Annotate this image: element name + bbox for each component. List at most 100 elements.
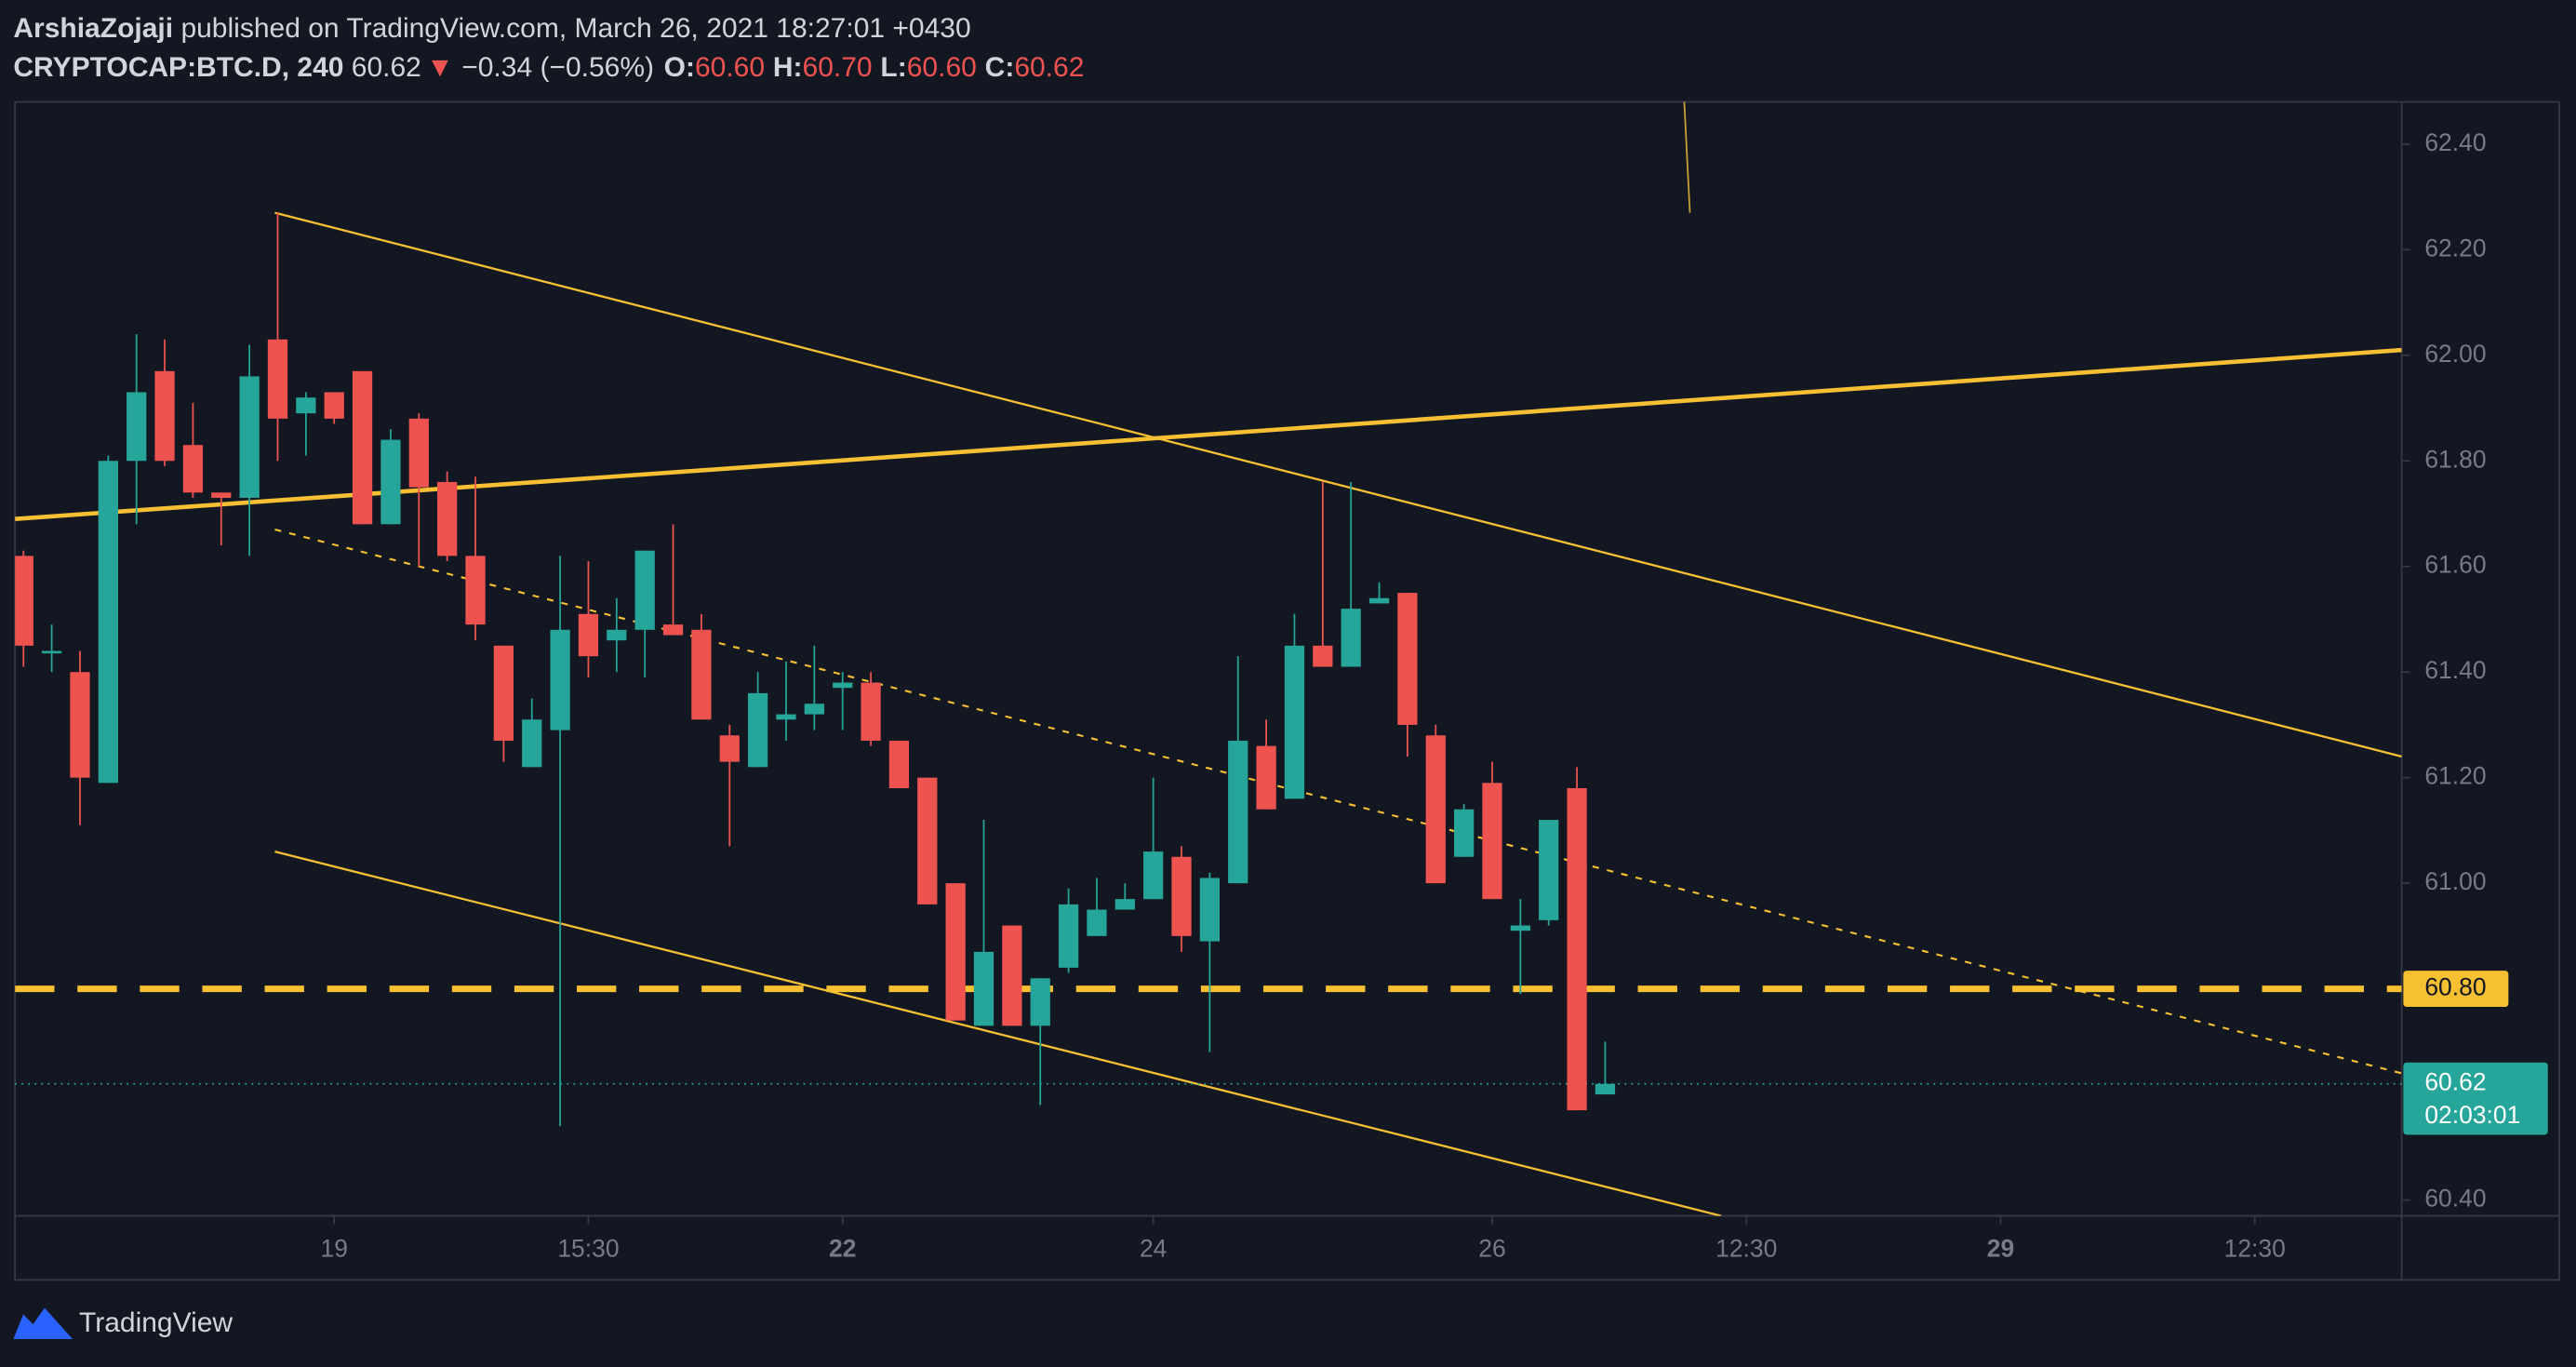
logo: TradingView xyxy=(13,1307,233,1339)
price-label: 60.62 xyxy=(2424,1068,2486,1096)
trendline xyxy=(274,850,1722,1216)
y-tick-label: 61.40 xyxy=(2424,656,2486,684)
candle-body xyxy=(1368,597,1390,604)
candle-body xyxy=(804,704,824,715)
candle-body xyxy=(127,392,147,462)
candle-body xyxy=(1256,745,1276,810)
candle-body xyxy=(380,439,401,525)
candle-body xyxy=(719,735,740,762)
x-tick-label: 12:30 xyxy=(1715,1235,1777,1263)
candle-body xyxy=(1397,593,1418,725)
candle-body xyxy=(408,418,429,488)
y-tick-label: 61.20 xyxy=(2424,762,2486,790)
candle-body xyxy=(1539,820,1559,920)
candle-body xyxy=(888,740,910,789)
candle-body xyxy=(634,550,655,630)
ohlc-label: O: xyxy=(664,52,695,83)
candle-body xyxy=(1341,609,1361,667)
trendline xyxy=(274,211,2402,758)
candle-body xyxy=(662,624,684,636)
ohlc-label: L: xyxy=(880,52,906,83)
candle-body xyxy=(1284,645,1305,799)
ohlc-value: 60.70 xyxy=(803,52,873,83)
symbol: CRYPTOCAP:BTC.D, 240 xyxy=(13,52,343,83)
ohlc-value: 60.60 xyxy=(695,52,765,83)
candle-body xyxy=(1454,809,1475,857)
level-label: 60.80 xyxy=(2424,973,2486,1001)
candle-body xyxy=(296,397,316,414)
candle-body xyxy=(1425,735,1446,884)
candle-body xyxy=(861,682,881,741)
candle-body xyxy=(493,645,514,741)
x-tick-label: 22 xyxy=(829,1235,856,1263)
x-tick-label: 29 xyxy=(1987,1235,2014,1263)
countdown: 02:03:01 xyxy=(2424,1101,2520,1129)
candle-body xyxy=(267,339,288,419)
candle-body xyxy=(747,692,768,768)
candle-body xyxy=(1143,851,1164,900)
change: −0.34 (−0.56%) xyxy=(461,52,654,83)
ohlc-value: 60.62 xyxy=(1014,52,1084,83)
y-tick-label: 62.40 xyxy=(2424,128,2486,156)
y-tick-label: 62.20 xyxy=(2424,234,2486,261)
x-tick-label: 26 xyxy=(1478,1235,1505,1263)
last-price: 60.62 xyxy=(352,52,421,83)
candle-body xyxy=(550,629,570,730)
candle-body xyxy=(973,951,994,1026)
candle-body xyxy=(1567,788,1587,1111)
candle-body xyxy=(15,556,33,646)
candle-body xyxy=(691,629,712,720)
candle-body xyxy=(1313,645,1333,667)
y-tick-label: 62.00 xyxy=(2424,340,2486,368)
candle-body xyxy=(522,719,542,768)
down-arrow: ▼ xyxy=(426,52,454,83)
candle-body xyxy=(1199,878,1221,942)
candle-body xyxy=(1087,909,1107,936)
candle-body xyxy=(945,883,966,1021)
candle-body xyxy=(1114,899,1135,910)
ohlc-label: C: xyxy=(985,52,1015,83)
ohlc-value: 60.60 xyxy=(907,52,977,83)
candle-body xyxy=(465,556,486,625)
candle-body xyxy=(352,370,373,525)
author: ArshiaZojaji xyxy=(13,13,173,44)
candle-body xyxy=(41,650,62,654)
candle-body xyxy=(1510,925,1530,931)
candle-body xyxy=(324,392,344,419)
y-tick-label: 61.80 xyxy=(2424,445,2486,473)
candle-body xyxy=(211,492,232,498)
frame xyxy=(14,101,2560,1281)
candle-body xyxy=(1030,978,1050,1026)
x-tick-label: 15:30 xyxy=(557,1235,619,1263)
candle-body xyxy=(154,370,175,462)
price-label-bg xyxy=(2403,1062,2548,1135)
x-tick-label: 12:30 xyxy=(2224,1235,2286,1263)
candle-body xyxy=(437,481,458,556)
x-tick-label: 24 xyxy=(1140,1235,1167,1263)
candle-body xyxy=(607,629,627,641)
publish-line: ArshiaZojaji published on TradingView.co… xyxy=(13,13,970,44)
candle-body xyxy=(1171,856,1192,936)
ohlc-label: H: xyxy=(773,52,803,83)
candle-body xyxy=(1002,925,1022,1026)
candle-body xyxy=(70,672,90,778)
candle-body xyxy=(1595,1083,1616,1095)
symbol-line: CRYPTOCAP:BTC.D, 240 60.62 ▼ −0.34 (−0.56… xyxy=(13,52,1084,83)
trendline xyxy=(15,347,2402,521)
x-tick-label: 19 xyxy=(320,1235,347,1263)
brand: TradingView xyxy=(79,1307,233,1338)
y-tick-label: 61.60 xyxy=(2424,551,2486,579)
candle-body xyxy=(98,461,118,784)
candle-body xyxy=(239,376,260,498)
candle-body xyxy=(833,682,853,689)
y-tick-label: 61.00 xyxy=(2424,867,2486,895)
trendline xyxy=(274,528,2402,1075)
y-tick-label: 60.40 xyxy=(2424,1185,2486,1213)
candle-body xyxy=(776,714,796,720)
candle-body xyxy=(1058,904,1079,968)
trendline xyxy=(1683,101,1691,213)
candle-body xyxy=(917,777,938,905)
candle-body xyxy=(578,613,599,657)
